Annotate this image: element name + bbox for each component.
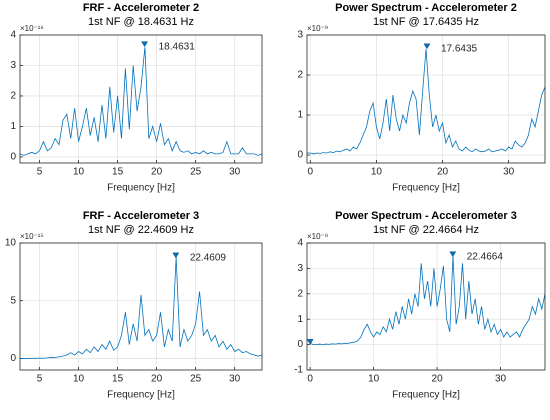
y-exponent: ×10⁻⁹ — [307, 24, 328, 33]
y-tick-label: 1 — [10, 121, 16, 132]
y-tick-label: 2 — [10, 91, 16, 102]
y-tick-label: 5 — [10, 295, 16, 306]
y-tick-label: 0 — [297, 339, 303, 350]
x-tick-label: 0 — [308, 167, 314, 178]
subplot-subtitle: 1st NF @ 22.4664 Hz — [373, 224, 479, 236]
x-tick-label: 0 — [307, 374, 313, 385]
start-marker — [306, 339, 314, 345]
curve — [307, 48, 545, 155]
subplot: FRF - Accelerometer 3 1st NF @ 22.4609 Hz… — [5, 210, 263, 401]
x-axis-label: Frequency [Hz] — [107, 183, 175, 194]
y-exponent: ×10⁻⁸ — [307, 232, 328, 241]
subplot-title: Power Spectrum - Accelerometer 3 — [335, 210, 517, 222]
y-tick-label: 0 — [10, 152, 16, 163]
subplot-subtitle: 1st NF @ 22.4609 Hz — [88, 224, 194, 236]
x-tick-label: 25 — [190, 374, 202, 385]
curve — [20, 47, 262, 156]
x-tick-label: 20 — [151, 167, 163, 178]
peak-marker — [172, 252, 180, 259]
y-tick-label: 4 — [10, 30, 16, 41]
y-tick-label: 10 — [5, 238, 17, 249]
y-tick-label: 4 — [297, 238, 303, 249]
x-tick-label: 5 — [37, 374, 43, 385]
peak-label: 22.4664 — [467, 251, 504, 262]
y-exponent: ×10⁻¹⁵ — [20, 232, 44, 241]
curve — [20, 256, 262, 359]
axes-box — [19, 34, 263, 164]
curve — [310, 255, 545, 346]
x-axis-label: Frequency [Hz] — [392, 390, 460, 401]
x-tick-label: 10 — [368, 374, 380, 385]
subplot-subtitle: 1st NF @ 17.6435 Hz — [373, 16, 479, 28]
peak-label: 22.4609 — [190, 252, 227, 263]
y-tick-label: 1 — [297, 110, 303, 121]
y-exponent: ×10⁻¹⁶ — [20, 24, 44, 33]
x-tick-label: 10 — [73, 167, 85, 178]
subplot: Power Spectrum - Accelerometer 2 1st NF @… — [297, 2, 546, 194]
x-tick-label: 15 — [112, 167, 124, 178]
subplot-title: FRF - Accelerometer 2 — [83, 2, 199, 14]
x-tick-label: 20 — [432, 374, 444, 385]
subplot: FRF - Accelerometer 2 1st NF @ 18.4631 Hz… — [10, 2, 263, 194]
peak-marker — [449, 251, 457, 258]
peak-marker — [141, 41, 149, 48]
x-axis-label: Frequency [Hz] — [107, 390, 175, 401]
y-tick-label: 3 — [10, 60, 16, 71]
x-tick-label: 30 — [503, 167, 515, 178]
axes-box — [306, 242, 546, 371]
subplot-title: FRF - Accelerometer 3 — [83, 210, 199, 222]
x-tick-label: 5 — [37, 167, 43, 178]
axes-box — [306, 34, 546, 164]
y-tick-label: 1 — [297, 314, 303, 325]
y-tick-label: 0 — [10, 353, 16, 364]
x-tick-label: 20 — [151, 374, 163, 385]
peak-label: 17.6435 — [441, 43, 478, 54]
x-tick-label: 30 — [229, 374, 241, 385]
y-tick-label: -1 — [294, 365, 303, 376]
peak-label: 18.4631 — [159, 41, 196, 52]
y-tick-label: 3 — [297, 263, 303, 274]
subplot-subtitle: 1st NF @ 18.4631 Hz — [88, 16, 194, 28]
y-tick-label: 3 — [297, 30, 303, 41]
x-tick-label: 25 — [190, 167, 202, 178]
x-axis-label: Frequency [Hz] — [392, 183, 460, 194]
x-tick-label: 30 — [229, 167, 241, 178]
y-tick-label: 0 — [297, 150, 303, 161]
axes-box — [19, 242, 263, 371]
x-tick-label: 15 — [112, 374, 124, 385]
x-tick-label: 10 — [371, 167, 383, 178]
y-tick-label: 2 — [297, 288, 303, 299]
subplot-title: Power Spectrum - Accelerometer 2 — [335, 2, 517, 14]
x-tick-label: 20 — [437, 167, 449, 178]
x-tick-label: 10 — [73, 374, 85, 385]
y-tick-label: 2 — [297, 70, 303, 81]
peak-marker — [423, 43, 431, 50]
subplot: Power Spectrum - Accelerometer 3 1st NF @… — [294, 210, 546, 401]
x-tick-label: 30 — [495, 374, 507, 385]
